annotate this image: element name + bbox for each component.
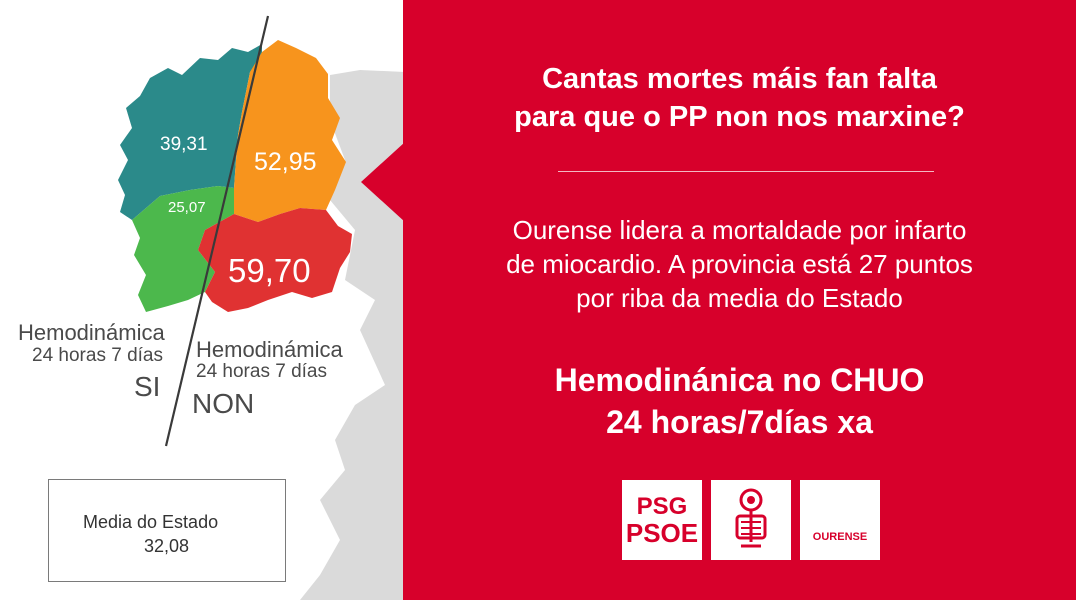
neighbouring-land — [300, 70, 405, 600]
headline: Cantas mortes máis fan falta para que o … — [403, 60, 1076, 136]
psoe-logo-text: PSOE — [625, 518, 699, 548]
ourense-logo: OURENSE — [800, 480, 880, 560]
region-lugo — [234, 40, 346, 222]
value-ourense: 59,70 — [228, 252, 311, 289]
divider — [558, 171, 934, 172]
panel-pointer — [361, 142, 405, 222]
call-to-action: Hemodinánica no CHUO 24 horas/7días xa — [403, 359, 1076, 443]
value-lugo: 52,95 — [254, 148, 317, 176]
divider-line — [164, 15, 270, 447]
label-si-answer: SI — [134, 371, 161, 402]
label-non-answer: NON — [192, 388, 255, 419]
label-non-title: Hemodinámica — [196, 337, 343, 362]
value-pontevedra: 25,07 — [168, 199, 206, 216]
value-a-coruna: 39,31 — [160, 134, 208, 155]
body-text: Ourense lidera a mortaldade por infarto … — [403, 213, 1076, 315]
media-box: Media do Estado 32,08 — [48, 479, 286, 582]
region-ourense — [198, 208, 352, 312]
cta-line-2: 24 horas/7días xa — [606, 404, 873, 440]
info-panel: Cantas mortes máis fan falta para que o … — [403, 0, 1076, 600]
body-line-3: por riba da media do Estado — [576, 283, 903, 313]
label-si-title: Hemodinámica — [18, 320, 165, 345]
galicia-map — [118, 15, 405, 600]
region-a-coruna — [118, 44, 262, 220]
body-line-2: de miocardio. A provincia está 27 puntos — [506, 249, 973, 279]
headline-line-1: Cantas mortes máis fan falta — [542, 63, 937, 95]
media-label: Media do Estado — [83, 512, 219, 532]
ourense-logo-text: OURENSE — [812, 531, 868, 543]
headline-line-2: para que o PP non nos marxine? — [514, 101, 965, 133]
rose-fist-icon — [735, 488, 767, 548]
cta-line-1: Hemodinánica no CHUO — [554, 362, 925, 398]
region-pontevedra — [132, 186, 234, 312]
label-si-subtitle: 24 horas 7 días — [32, 345, 163, 366]
body-line-1: Ourense lidera a mortaldade por infarto — [512, 215, 967, 245]
label-non-subtitle: 24 horas 7 días — [196, 361, 327, 382]
psg-logo-text: PSG — [636, 493, 688, 520]
psg-psoe-logo: PSG PSOE — [622, 480, 702, 560]
rose-logo — [711, 480, 791, 560]
media-value: 32,08 — [144, 536, 190, 556]
